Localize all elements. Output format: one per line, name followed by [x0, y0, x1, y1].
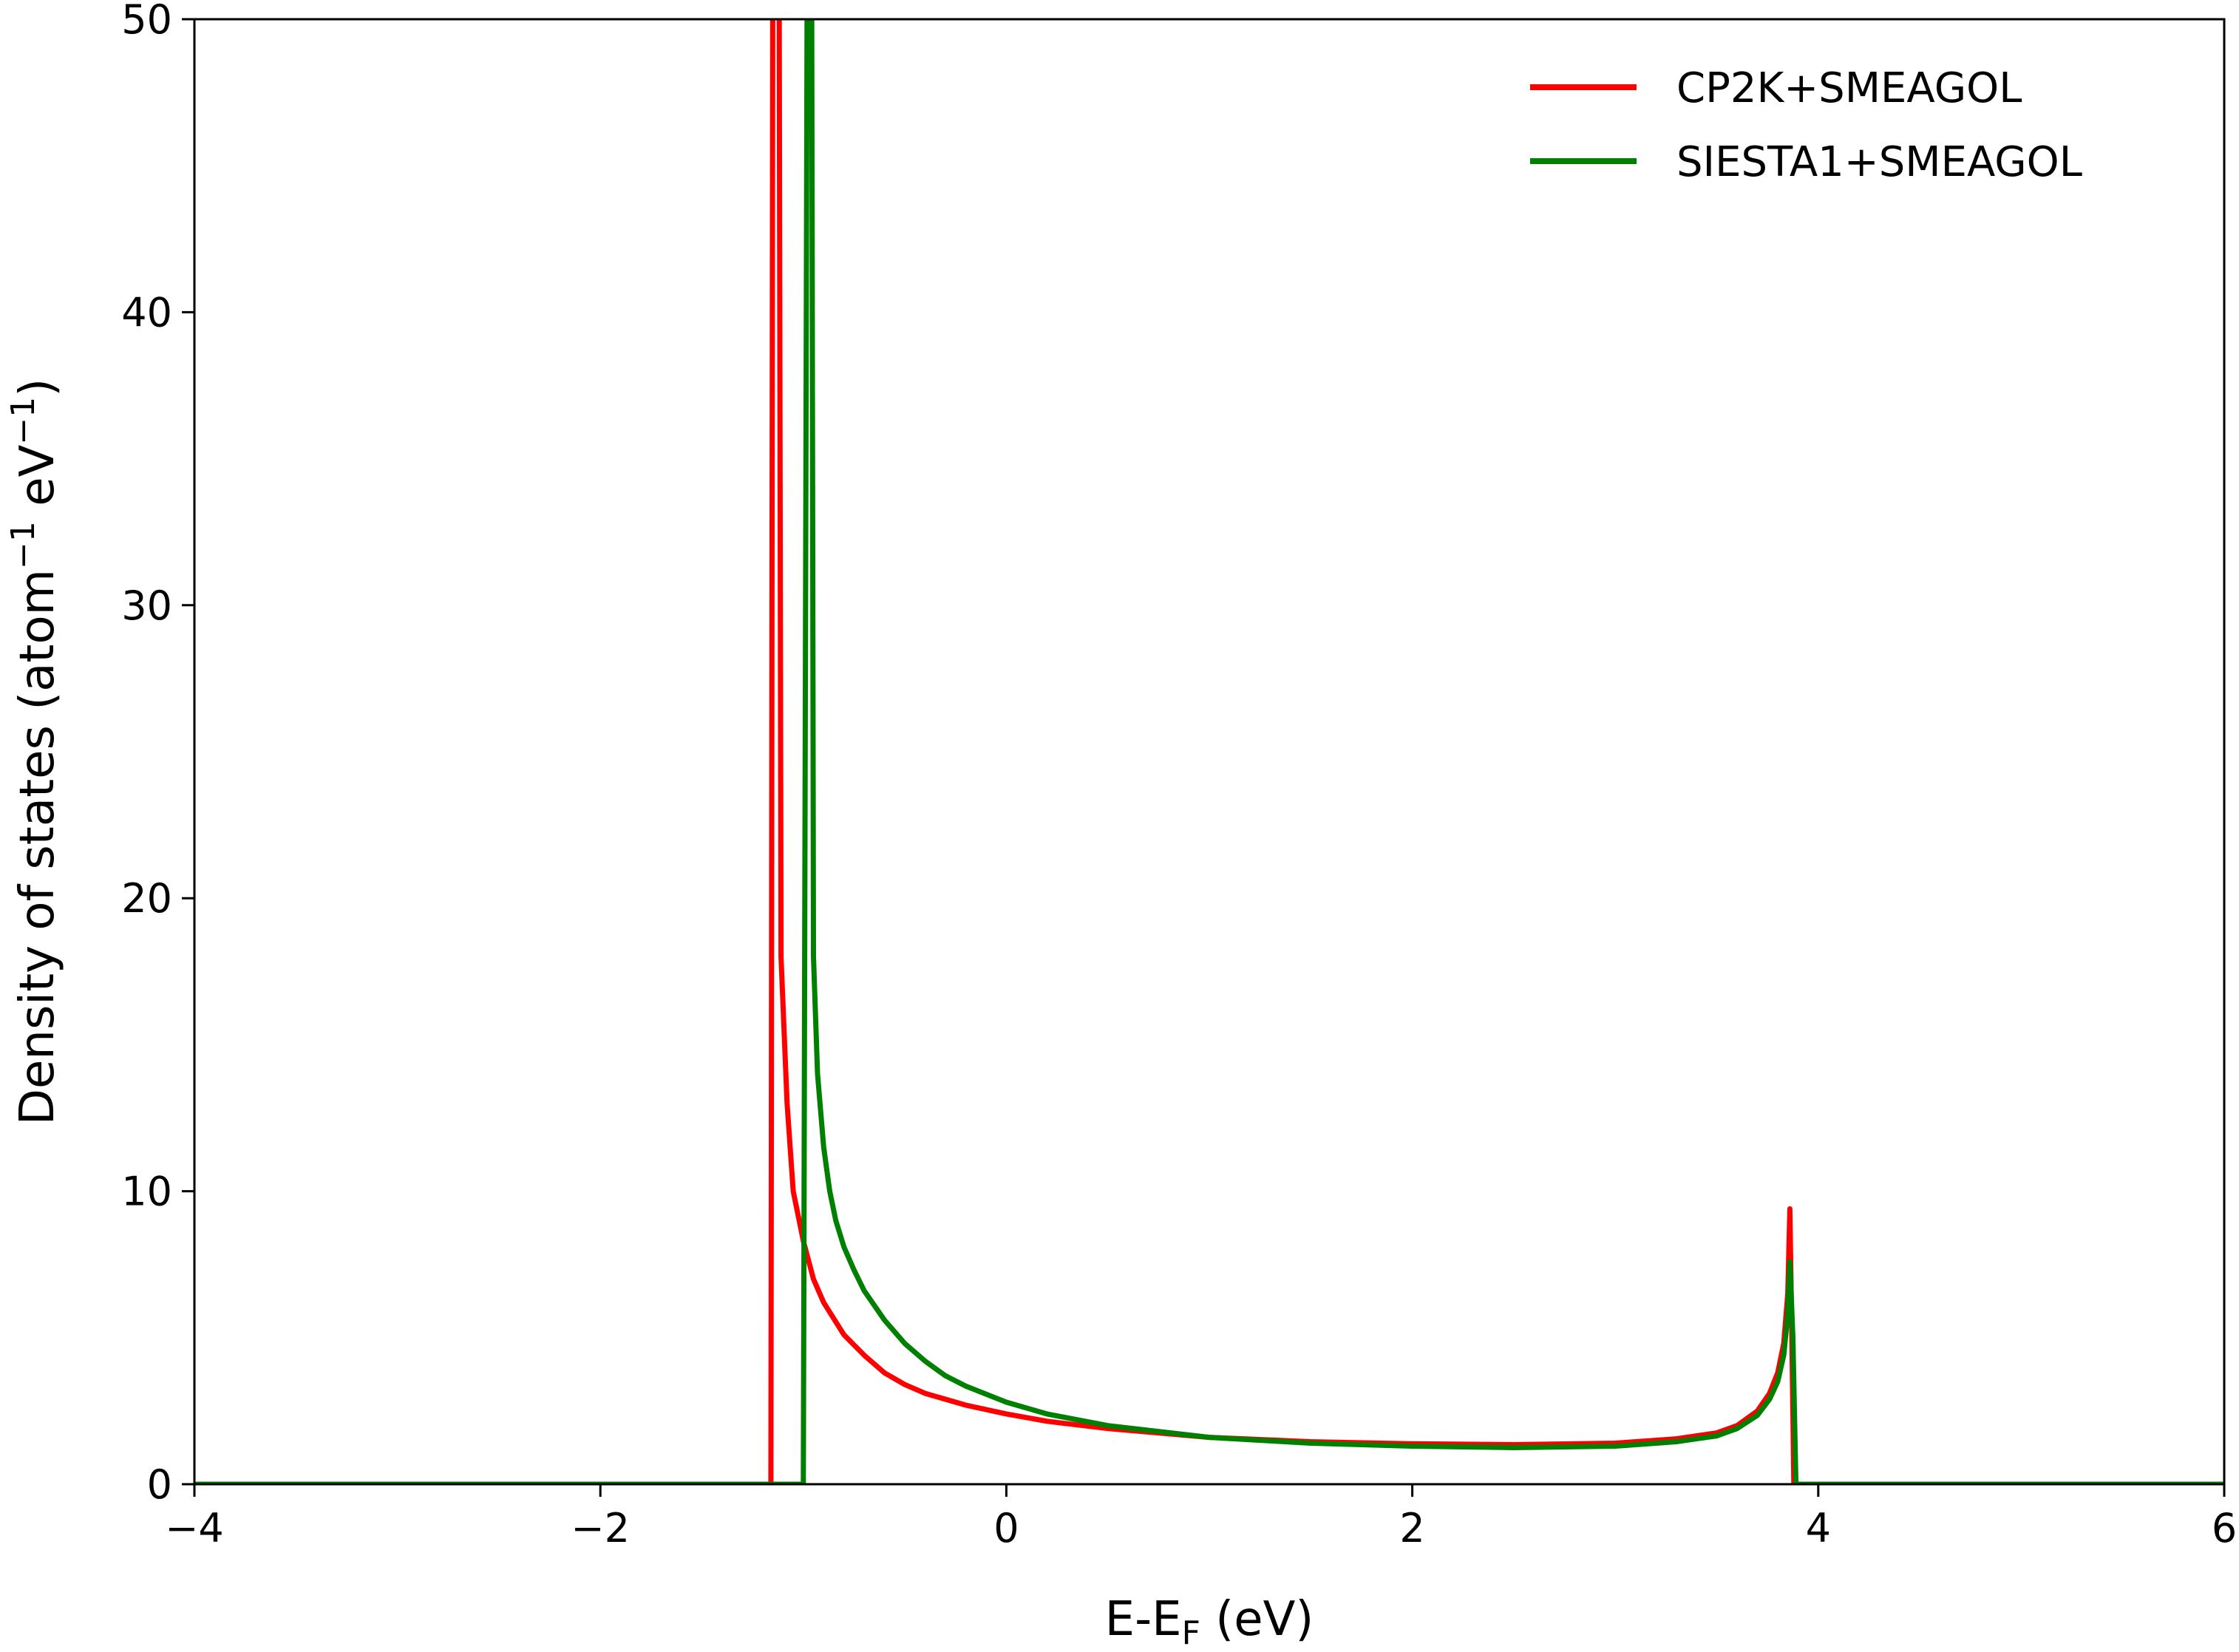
y-tick-label: 20	[121, 875, 172, 922]
x-tick-label: −2	[571, 1505, 630, 1551]
y-tick-label: 50	[121, 0, 172, 43]
y-tick-label: 0	[147, 1461, 172, 1508]
y-tick-label: 10	[121, 1169, 172, 1215]
x-tick-label: 6	[2212, 1505, 2237, 1551]
y-tick-label: 40	[121, 289, 172, 336]
legend-label-cp2k: CP2K+SMEAGOL	[1676, 64, 2022, 112]
legend: CP2K+SMEAGOL SIESTA1+SMEAGOL	[1530, 64, 2082, 186]
legend-label-siesta: SIESTA1+SMEAGOL	[1676, 138, 2082, 186]
x-tick-label: 0	[993, 1505, 1019, 1551]
y-axis-ticks: 0 10 20 30 40 50	[121, 0, 194, 1508]
y-tick-label: 30	[121, 582, 172, 629]
x-tick-label: 2	[1399, 1505, 1424, 1551]
x-tick-label: −4	[165, 1505, 224, 1551]
series-line-siesta	[194, 19, 2224, 1484]
x-axis-title: E-EF (eV)	[1105, 1592, 1314, 1648]
x-tick-label: 4	[1806, 1505, 1831, 1551]
x-axis-ticks: −4 −2 0 2 4 6	[165, 1484, 2237, 1551]
plot-frame	[193, 18, 2226, 1486]
y-axis-title: Density of states (atom−1 eV−1)	[4, 378, 65, 1126]
series-layer	[194, 19, 2224, 1484]
plot-background	[194, 19, 2224, 1484]
